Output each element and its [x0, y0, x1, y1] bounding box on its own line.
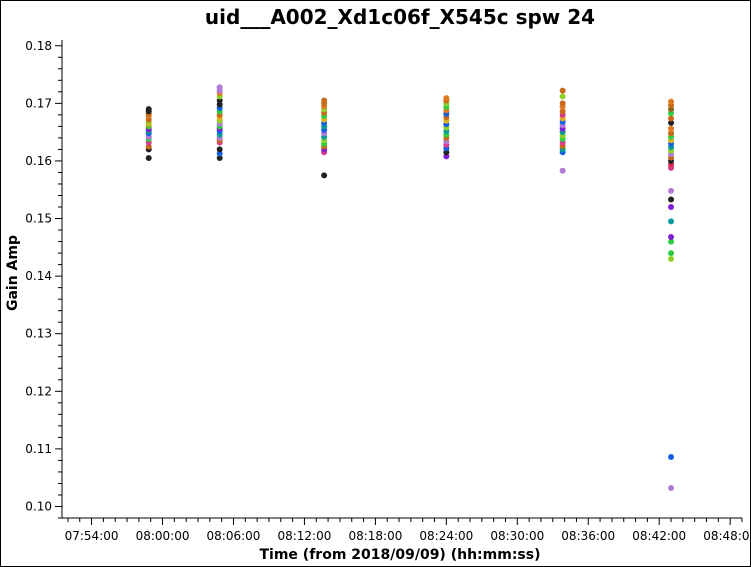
x-tick-label: 08:12:00 [277, 529, 331, 543]
data-point [559, 87, 566, 94]
data-point [668, 119, 675, 126]
data-point [216, 155, 223, 162]
data-point [668, 255, 675, 262]
y-tick-label: 0.11 [25, 442, 52, 456]
y-tick-label: 0.17 [25, 96, 52, 110]
data-point [559, 108, 566, 115]
data-point [321, 172, 328, 179]
data-point [559, 93, 566, 100]
y-tick-label: 0.18 [25, 39, 52, 53]
data-point [668, 130, 675, 137]
data-point [216, 146, 223, 153]
data-point [668, 218, 675, 225]
x-axis-label: Time (from 2018/09/09) (hh:mm:ss) [260, 547, 541, 563]
y-tick-label: 0.13 [25, 327, 52, 341]
x-tick-label: 08:36:00 [561, 529, 615, 543]
y-axis-label: Gain Amp [5, 235, 21, 311]
x-tick-label: 07:54:00 [65, 529, 119, 543]
data-point [668, 233, 675, 240]
y-tick-label: 0.12 [25, 384, 52, 398]
data-point [668, 238, 675, 245]
x-tick-label: 08:18:00 [348, 529, 402, 543]
y-tick-label: 0.15 [25, 212, 52, 226]
data-point [668, 115, 675, 122]
x-tick-label: 08:06:00 [207, 529, 261, 543]
data-point [668, 125, 675, 132]
data-point [559, 100, 566, 107]
data-point [559, 167, 566, 174]
data-point [668, 204, 675, 211]
data-points-group [145, 84, 675, 492]
data-point [443, 95, 450, 102]
data-point [668, 453, 675, 460]
data-point [321, 97, 328, 104]
x-tick-label: 08:48:00 [703, 529, 751, 543]
data-point [668, 250, 675, 257]
data-point [668, 196, 675, 203]
data-point [668, 98, 675, 105]
data-point [668, 187, 675, 194]
x-tick-label: 08:24:00 [419, 529, 473, 543]
chart-title: uid___A002_Xd1c06f_X545c spw 24 [205, 5, 595, 29]
x-tick-label: 08:30:00 [490, 529, 544, 543]
data-point [668, 485, 675, 492]
data-point [145, 155, 152, 162]
x-tick-label: 08:00:00 [136, 529, 190, 543]
data-point [216, 84, 223, 91]
y-tick-label: 0.16 [25, 154, 52, 168]
y-tick-label: 0.14 [25, 269, 52, 283]
axes-group: 0.10 0.11 0.12 0.13 0.14 0.15 0.16 0.17 0.18 07:5… [25, 39, 751, 543]
data-point [145, 106, 152, 113]
y-tick-label: 0.10 [25, 499, 52, 513]
x-tick-label: 08:42:00 [632, 529, 686, 543]
